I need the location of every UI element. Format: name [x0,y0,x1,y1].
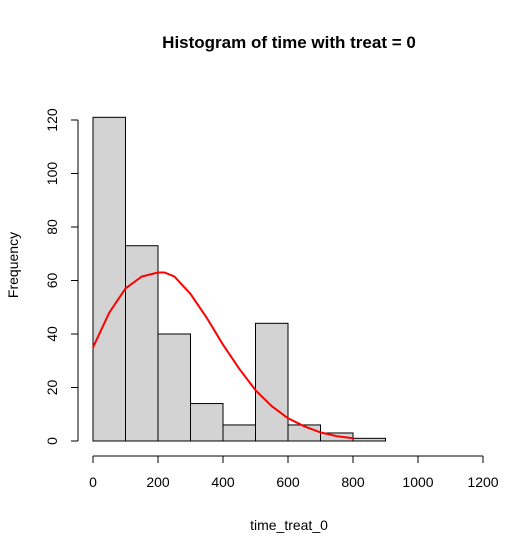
density-curve [92,271,354,440]
y-tick-label-5: 100 [44,162,60,186]
histogram-bar-8 [352,437,386,442]
chart-title: Histogram of time with treat = 0 [162,33,416,52]
density-curve-group [92,271,354,440]
y-tick-label-3: 60 [44,273,60,289]
x-tick-label-5: 1000 [402,474,433,490]
x-tick-label-6: 1200 [467,474,498,490]
x-tick-label-3: 600 [276,474,300,490]
y-axis-label: Frequency [5,232,21,298]
y-tick-label-0: 0 [44,437,60,445]
y-tick-label-6: 120 [44,108,60,132]
bars-group [92,116,386,442]
x-tick-label-1: 200 [146,474,170,490]
x-axis-label: time_treat_0 [250,517,328,533]
histogram-bar-0 [92,116,126,442]
histogram-bar-6 [287,424,321,442]
y-tick-label-4: 80 [44,219,60,235]
x-axis: 0 200 400 600 800 1000 1200 [89,455,499,490]
histogram-bar-1 [125,245,159,442]
histogram-bar-5 [255,322,289,442]
x-tick-label-0: 0 [89,474,97,490]
y-tick-label-2: 40 [44,326,60,342]
x-tick-label-2: 400 [211,474,235,490]
y-tick-label-1: 20 [44,380,60,396]
histogram-bar-4 [222,424,256,442]
x-tick-label-4: 800 [341,474,365,490]
histogram-bar-3 [190,403,224,442]
histogram-bar-2 [157,333,191,442]
y-axis: 0 20 40 60 80 100 120 [44,108,79,445]
